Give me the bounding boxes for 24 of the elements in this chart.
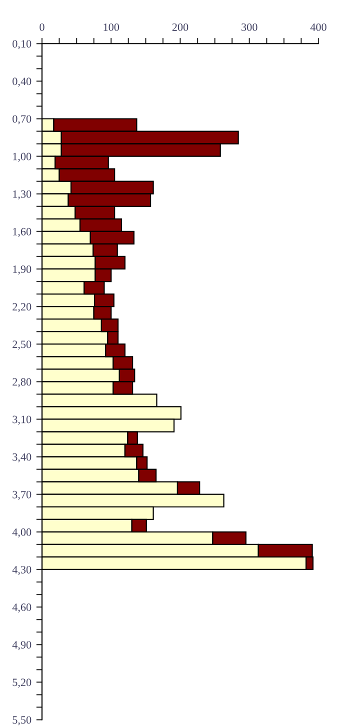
y-tick-label: 0,10: [12, 40, 32, 50]
y-tick-label: 5,20: [12, 678, 32, 688]
y-tick-label: 0,70: [12, 115, 32, 124]
x-tick-label: 400: [310, 23, 326, 31]
y-tick-label: 3,70: [12, 490, 32, 500]
y-tick-label: 1,60: [13, 228, 32, 237]
y-tick-label: 4,60: [12, 604, 32, 613]
x-tick-label: 200: [172, 23, 188, 31]
x-tick-label: 100: [104, 23, 120, 31]
y-tick-label: 4,90: [12, 641, 32, 650]
y-tick-label: 2,50: [12, 340, 32, 350]
y-tick-label: 4,00: [12, 528, 32, 538]
y-tick-label: 1,00: [13, 152, 32, 162]
y-tick-label: 2,80: [12, 378, 32, 388]
y-tick-label: 2,20: [12, 303, 32, 312]
y-tick-label: 0,40: [12, 78, 32, 87]
y-tick-label: 1,30: [13, 190, 32, 200]
x-tick-label: 0: [40, 23, 44, 31]
y-tick-label: 1,90: [13, 265, 32, 275]
y-tick-label: 4,30: [12, 566, 32, 576]
y-tick-label: 3,40: [12, 453, 32, 462]
y-tick-label: 3,10: [12, 416, 32, 425]
y-tick-label: 5,50: [12, 716, 32, 726]
x-tick-label: 300: [242, 23, 258, 31]
